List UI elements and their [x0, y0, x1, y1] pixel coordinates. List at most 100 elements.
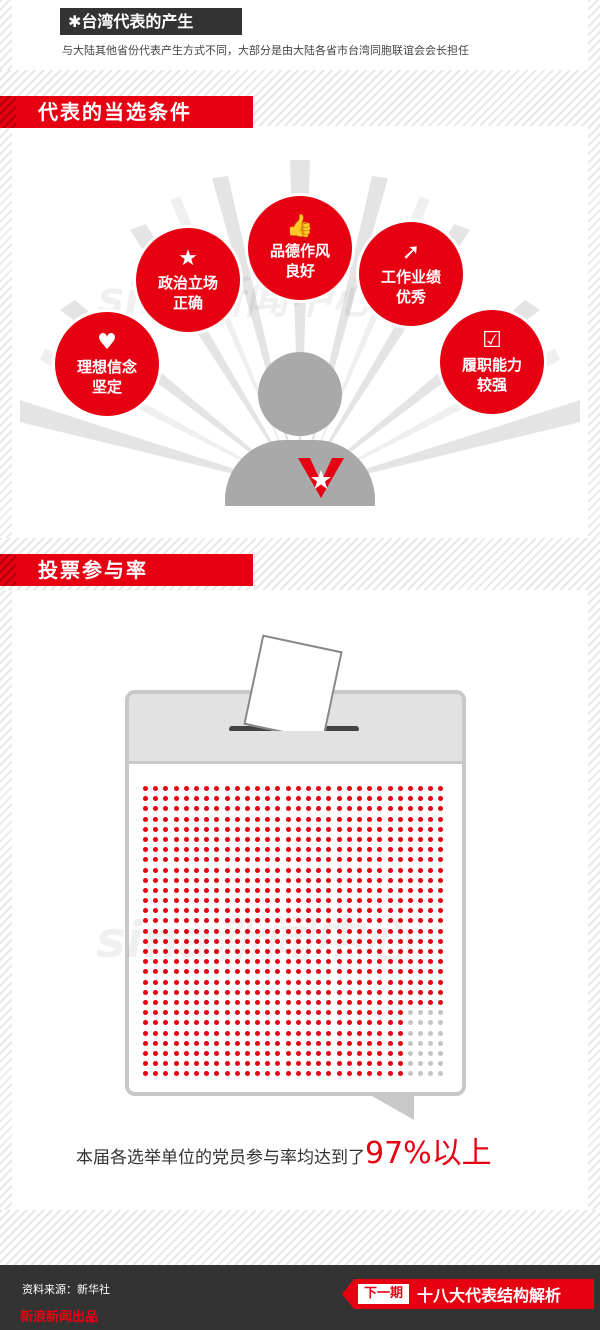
turnout-dot [367, 898, 373, 904]
turnout-dot [285, 1050, 291, 1056]
turnout-dot [387, 1010, 393, 1016]
turnout-dot [397, 806, 403, 812]
turnout-dot [193, 1071, 199, 1077]
turnout-dot [163, 836, 169, 842]
turnout-dot [265, 887, 271, 893]
turnout-dot [306, 867, 311, 873]
turnout-dot [387, 857, 393, 863]
condition-label-line2: 正确 [172, 294, 203, 312]
turnout-dot [255, 1050, 261, 1056]
turnout-dot [285, 969, 291, 975]
condition-label-line2: 较强 [476, 376, 507, 394]
turnout-dot [367, 1010, 373, 1016]
turnout-dot [387, 898, 393, 904]
turnout-dot [326, 836, 332, 842]
turnout-dot [183, 928, 189, 934]
condition-political-stance: ★ 政治立场 正确 [136, 228, 240, 332]
turnout-dot [428, 1061, 434, 1067]
turnout-dot [244, 786, 250, 791]
turnout-dot [224, 796, 230, 802]
turnout-dot [356, 1071, 362, 1077]
turnout-dot [295, 898, 301, 904]
turnout-dot [183, 836, 189, 842]
condition-duty-ability: ☑ 履职能力 较强 [440, 310, 544, 414]
turnout-dot [255, 928, 261, 934]
turnout-dot [285, 918, 291, 924]
turnout-dot [214, 959, 220, 965]
turnout-dot [255, 887, 261, 893]
turnout-dot [143, 1020, 148, 1026]
turnout-dot [143, 816, 148, 822]
turnout-dot [428, 847, 434, 853]
turnout-dot [407, 989, 413, 995]
turnout-dot [234, 969, 240, 975]
turnout-dot [356, 898, 362, 904]
turnout-dot [234, 1020, 240, 1026]
turnout-dot [153, 1050, 159, 1056]
turnout-dot [143, 999, 148, 1005]
turnout-dot [193, 989, 199, 995]
turnout-dot [295, 999, 301, 1005]
turnout-dot [397, 867, 403, 873]
turnout-dot [377, 1010, 383, 1016]
turnout-dot [387, 836, 393, 842]
turnout-dot [428, 1010, 434, 1016]
turnout-dot [418, 1030, 424, 1036]
turnout-dot [275, 1030, 281, 1036]
turnout-dot [397, 1010, 403, 1016]
next-issue-link[interactable]: 下一期 十八大代表结构解析 [342, 1279, 594, 1309]
turnout-dot [326, 1050, 332, 1056]
turnout-dot [153, 969, 159, 975]
turnout-dot [234, 1061, 240, 1067]
turnout-dot [407, 857, 413, 863]
ballot-lid-front [129, 731, 462, 761]
turnout-dot [316, 806, 322, 812]
turnout-dot [346, 1040, 352, 1046]
turnout-dot [346, 949, 352, 954]
turnout-dot [367, 908, 373, 914]
turnout-dot [153, 918, 159, 924]
turnout-dot [336, 1030, 342, 1036]
turnout-dot [306, 847, 311, 853]
turnout-dot [397, 1061, 403, 1067]
turnout-dot [173, 1020, 179, 1026]
turnout-dot [234, 908, 240, 914]
turnout-dot [387, 1030, 393, 1036]
turnout-dot [204, 887, 210, 893]
turnout-dot [275, 1040, 281, 1046]
bubble-tail [372, 1096, 414, 1120]
turnout-dot [234, 1040, 240, 1046]
turnout-dot [193, 857, 199, 863]
turnout-dot [295, 877, 301, 883]
turnout-dot [356, 1040, 362, 1046]
turnout-dot [234, 857, 240, 863]
turnout-dot [224, 1040, 230, 1046]
turnout-dot [193, 1020, 199, 1026]
turnout-dot [377, 816, 383, 822]
turnout-dot [407, 969, 413, 975]
turnout-dot [153, 1030, 159, 1036]
turnout-dot [204, 969, 210, 975]
turnout-dot [316, 1030, 322, 1036]
turnout-dot [316, 847, 322, 853]
turnout-dot [275, 908, 281, 914]
turnout-dot [204, 1040, 210, 1046]
turnout-dot [295, 918, 301, 924]
turnout-dot [214, 989, 220, 995]
turnout-dot [173, 938, 179, 944]
turnout-dot [204, 816, 210, 822]
turnout-dot [326, 1071, 332, 1077]
turnout-dot [265, 1061, 271, 1067]
turnout-dot [204, 1020, 210, 1026]
turnout-dot [356, 1020, 362, 1026]
turnout-dot [407, 1050, 413, 1056]
turnout-dot [183, 999, 189, 1005]
turnout-dot [407, 887, 413, 893]
turnout-dot [336, 847, 342, 853]
turnout-dot [153, 1040, 159, 1046]
turnout-dot [336, 796, 342, 802]
turnout-dot [407, 816, 413, 822]
turnout-dot [234, 786, 240, 791]
turnout-dot [275, 786, 281, 791]
turnout-dot [397, 959, 403, 965]
